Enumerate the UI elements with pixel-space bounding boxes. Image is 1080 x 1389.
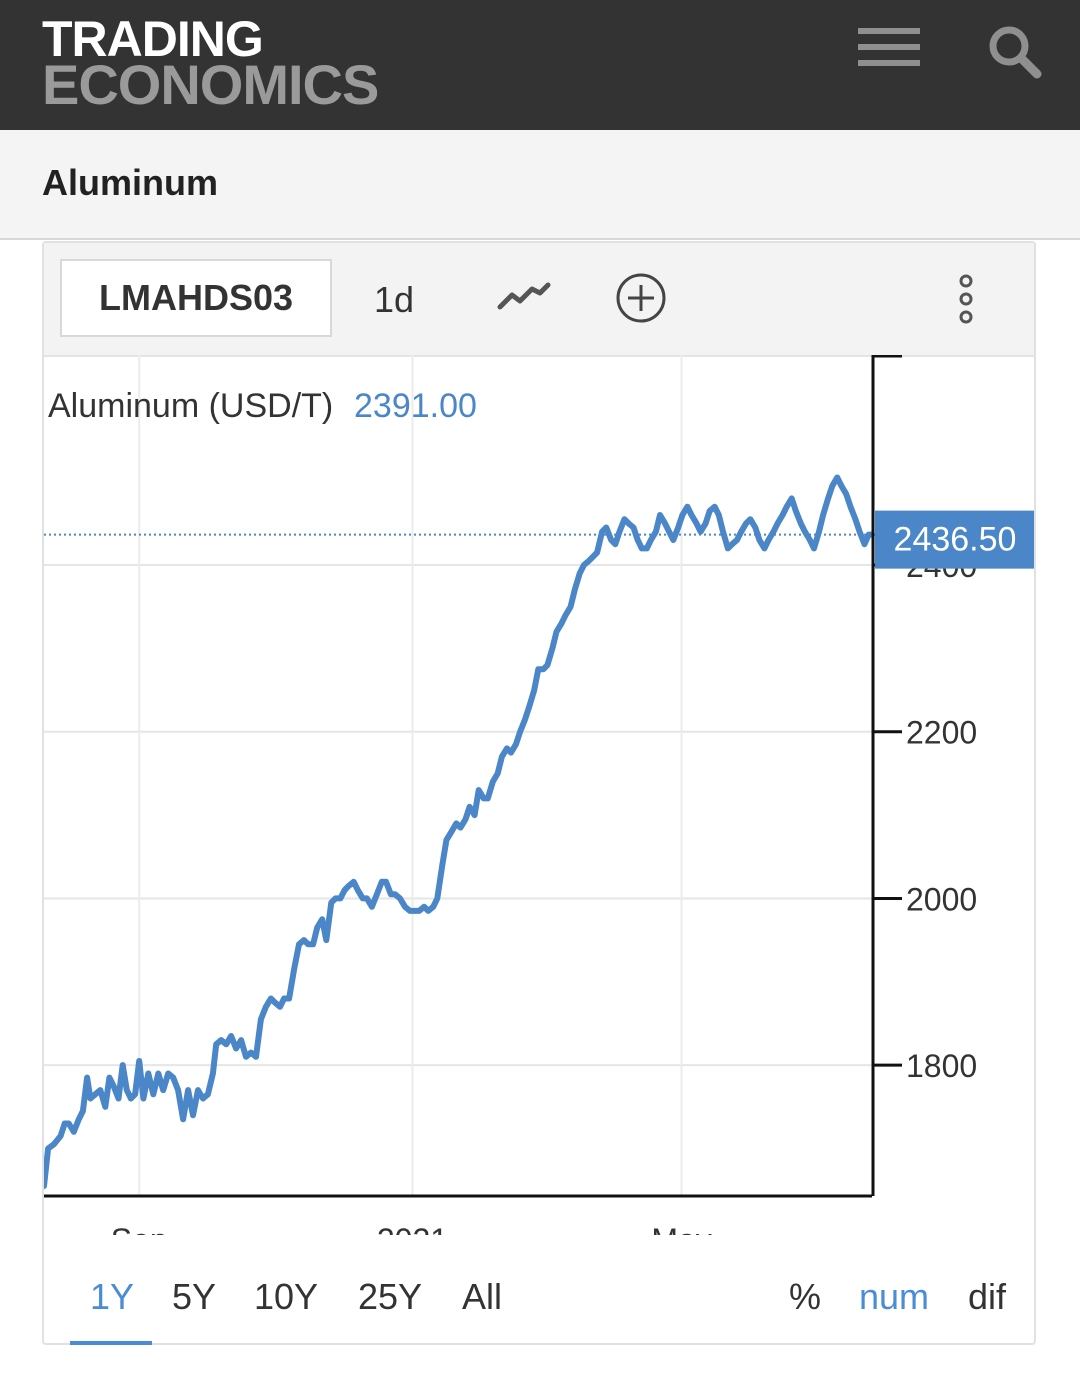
add-circle-icon[interactable] bbox=[614, 271, 668, 330]
y-tick-label: 2000 bbox=[906, 881, 977, 917]
page-header: Aluminum bbox=[0, 130, 1080, 240]
hamburger-menu-icon[interactable] bbox=[858, 28, 920, 66]
page-title: Aluminum bbox=[42, 162, 218, 203]
last-value-label: 2436.50 bbox=[894, 521, 1017, 559]
search-icon[interactable] bbox=[985, 22, 1045, 82]
logo[interactable]: TRADING ECONOMICS bbox=[42, 11, 379, 116]
price-chart[interactable]: 1800200022002400 Sep2021May Aluminum (US… bbox=[44, 355, 1034, 1235]
range-5y[interactable]: 5Y bbox=[172, 1276, 217, 1317]
more-vertical-icon[interactable] bbox=[956, 273, 976, 332]
range-all[interactable]: All bbox=[462, 1276, 503, 1317]
legend-series-label: Aluminum (USD/T) bbox=[48, 387, 333, 425]
logo-line-1: TRADING bbox=[42, 11, 264, 67]
top-bar: TRADING ECONOMICS bbox=[0, 0, 1080, 130]
chart-grid bbox=[44, 355, 872, 1196]
x-tick-label: May bbox=[651, 1222, 711, 1235]
mode-dif[interactable]: dif bbox=[968, 1276, 1007, 1317]
y-tick-label: 1800 bbox=[906, 1048, 977, 1084]
chart-card: LMAHDS03 1d 1800 2000 bbox=[42, 241, 1036, 1345]
range-1y[interactable]: 1Y bbox=[90, 1276, 135, 1317]
range-10y[interactable]: 10Y bbox=[254, 1276, 319, 1317]
mode-num[interactable]: num bbox=[859, 1276, 930, 1317]
x-tick-label: Sep bbox=[111, 1222, 168, 1235]
y-axis-ticks: 1800200022002400 bbox=[873, 548, 977, 1084]
chart-toolbar: LMAHDS03 1d bbox=[44, 243, 1034, 357]
mode-percent[interactable]: % bbox=[789, 1276, 822, 1317]
legend-series-value: 2391.00 bbox=[354, 387, 477, 425]
range-selector: 1Y 5Y 10Y 25Y All % num dif bbox=[44, 1268, 1034, 1328]
x-tick-label: 2021 bbox=[377, 1222, 448, 1235]
active-range-underline bbox=[70, 1341, 152, 1345]
interval-selector[interactable]: 1d bbox=[374, 279, 415, 320]
symbol-input[interactable]: LMAHDS03 bbox=[60, 259, 332, 337]
range-25y[interactable]: 25Y bbox=[358, 1276, 423, 1317]
logo-line-2: ECONOMICS bbox=[42, 53, 379, 116]
y-tick-label: 2200 bbox=[906, 715, 977, 751]
line-chart-icon[interactable] bbox=[496, 277, 552, 322]
x-axis-ticks: Sep 2021 May bbox=[111, 1222, 712, 1235]
last-value-box bbox=[875, 510, 1034, 569]
price-series-line bbox=[44, 474, 875, 1189]
